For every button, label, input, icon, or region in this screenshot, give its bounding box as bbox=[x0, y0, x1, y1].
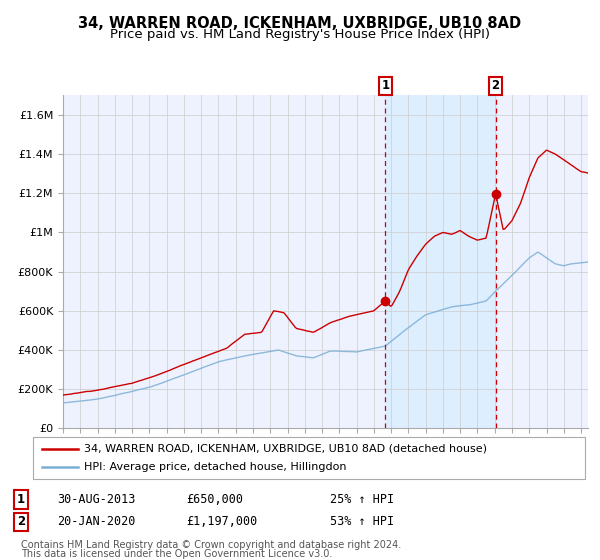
Text: 2: 2 bbox=[491, 80, 500, 92]
Text: 34, WARREN ROAD, ICKENHAM, UXBRIDGE, UB10 8AD (detached house): 34, WARREN ROAD, ICKENHAM, UXBRIDGE, UB1… bbox=[84, 444, 487, 454]
Text: Contains HM Land Registry data © Crown copyright and database right 2024.: Contains HM Land Registry data © Crown c… bbox=[21, 540, 401, 550]
Text: 1: 1 bbox=[17, 493, 25, 506]
Text: This data is licensed under the Open Government Licence v3.0.: This data is licensed under the Open Gov… bbox=[21, 549, 332, 559]
Text: 30-AUG-2013: 30-AUG-2013 bbox=[57, 493, 136, 506]
Text: HPI: Average price, detached house, Hillingdon: HPI: Average price, detached house, Hill… bbox=[84, 462, 347, 472]
Text: £1,197,000: £1,197,000 bbox=[186, 515, 257, 529]
Text: Price paid vs. HM Land Registry's House Price Index (HPI): Price paid vs. HM Land Registry's House … bbox=[110, 28, 490, 41]
Text: 34, WARREN ROAD, ICKENHAM, UXBRIDGE, UB10 8AD: 34, WARREN ROAD, ICKENHAM, UXBRIDGE, UB1… bbox=[79, 16, 521, 31]
Text: £650,000: £650,000 bbox=[186, 493, 243, 506]
Text: 20-JAN-2020: 20-JAN-2020 bbox=[57, 515, 136, 529]
Bar bbox=[385, 95, 496, 428]
Text: 1: 1 bbox=[381, 80, 389, 92]
Text: 53% ↑ HPI: 53% ↑ HPI bbox=[330, 515, 394, 529]
Text: 2: 2 bbox=[17, 515, 25, 529]
Text: 25% ↑ HPI: 25% ↑ HPI bbox=[330, 493, 394, 506]
